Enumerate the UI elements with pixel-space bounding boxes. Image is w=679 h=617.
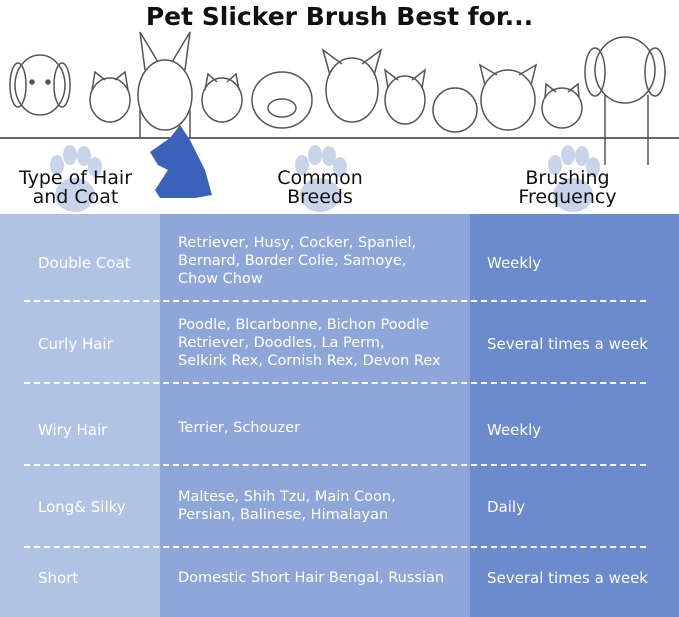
pet-logo-icon [150,125,212,198]
column-hair-type [0,214,160,617]
cat-icon [89,70,131,123]
breeds: Retriever, Husy, Cocker, Spaniel, Bernard… [178,234,416,288]
breed-line: Retriever, Husy, Cocker, Spaniel, [178,235,417,251]
divider [24,546,646,548]
breed-line: Bernard, Border Colie, Samoye, [178,253,407,269]
frequency: Weekly [487,254,542,272]
dog-icon [137,31,193,138]
cat-icon [201,72,243,123]
paw-icon [548,145,600,212]
dog-icon [321,48,383,123]
breeds: Poodle, Blcarbonne, Bichon Poodle Retriev… [178,316,441,370]
dog-icon [478,63,538,131]
hair-type: Short [38,569,79,587]
header-line: Brushing [525,167,610,189]
header-line: Breeds [287,186,353,208]
hair-type: Double Coat [38,254,131,272]
frequency: Several times a week [487,569,648,587]
paw-icon [295,145,347,212]
frequency: Several times a week [487,335,648,353]
breed-line: Poodle, Blcarbonne, Bichon Poodle [178,317,429,333]
breed-line: Chow Chow [178,271,263,287]
cat-icon [383,68,427,125]
breeds: Maltese, Shih Tzu, Main Coon, Persian, Ba… [178,488,396,524]
header-breeds: Common Breeds [255,169,385,207]
divider [24,382,646,384]
header-line: and Coat [32,186,119,208]
hair-type: Long& Silky [38,498,126,516]
cat-icon [541,82,583,129]
frequency: Daily [487,498,525,516]
divider [24,464,646,466]
page-title: Pet Slicker Brush Best for... [145,2,534,31]
dog-icon [432,87,478,133]
header-line: Frequency [518,186,617,208]
paw-icon [50,145,102,212]
breed-line: Selkirk Rex, Cornish Rex, Devon Rex [178,353,441,369]
breed-line: Persian, Balinese, Himalayan [178,507,389,523]
header-frequency: Brushing Frequency [500,169,635,207]
header-line: Type of Hair [18,167,133,189]
hair-type: Curly Hair [38,335,113,353]
breeds: Terrier, Schouzer [178,419,300,437]
breed-line: Domestic Short Hair Bengal, Russian [178,570,445,586]
dog-icon [9,54,71,116]
dog-icon [251,71,313,129]
pets-illustration [0,31,679,212]
header-hair-type: Type of Hair and Coat [8,169,143,207]
hair-type: Wiry Hair [38,421,108,439]
frequency: Weekly [487,421,542,439]
dog-icon [584,36,666,165]
breed-line: Retriever, Doodles, La Perm, [178,335,385,351]
brush-table: Double Coat Retriever, Husy, Cocker, Spa… [0,214,679,617]
breeds: Domestic Short Hair Bengal, Russian [178,569,444,587]
breed-line: Terrier, Schouzer [178,420,301,436]
column-frequency [470,214,679,617]
breed-line: Maltese, Shih Tzu, Main Coon, [178,489,396,505]
column-breeds [160,214,470,617]
header-line: Common [277,167,363,189]
divider [24,300,646,302]
